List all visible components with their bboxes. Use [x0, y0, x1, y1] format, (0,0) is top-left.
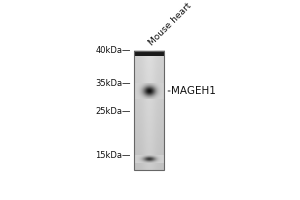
Text: Mouse heart: Mouse heart	[147, 2, 194, 48]
Bar	[134, 51, 164, 56]
Text: 40kDa—: 40kDa—	[95, 46, 130, 55]
Bar	[134, 51, 164, 170]
Text: 35kDa—: 35kDa—	[95, 79, 130, 88]
Text: MAGEH1: MAGEH1	[171, 86, 216, 96]
Text: 25kDa—: 25kDa—	[95, 107, 130, 116]
Text: 15kDa—: 15kDa—	[95, 151, 130, 160]
